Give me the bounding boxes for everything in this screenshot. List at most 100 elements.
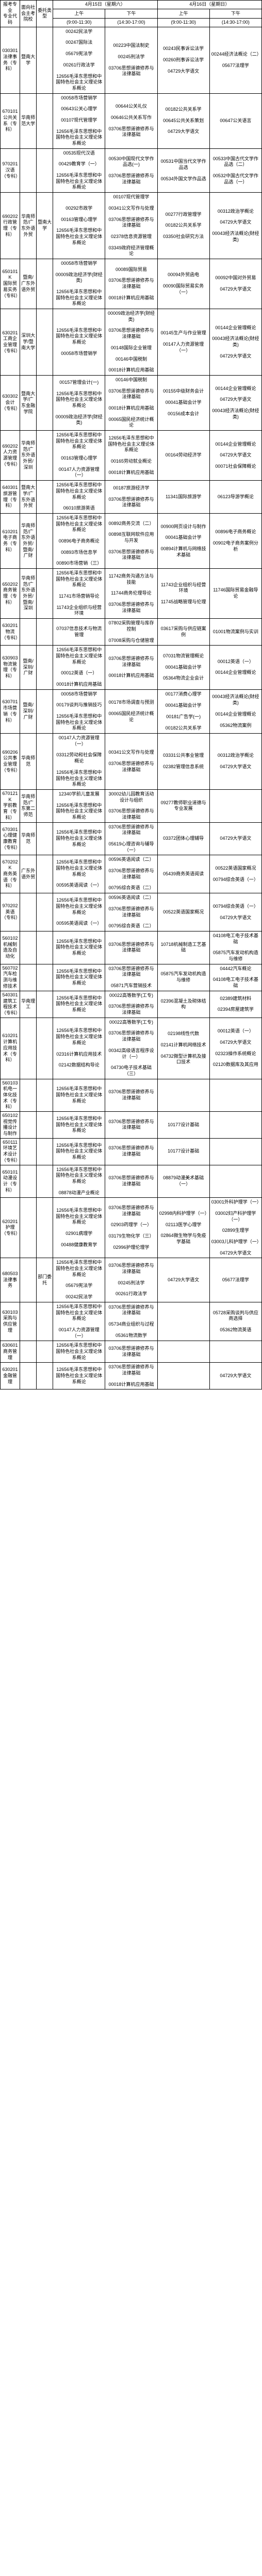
- course-item: 00147人力资源管理（一）: [159, 341, 208, 354]
- cell-course: 00155中级财务会计00041基础会计学00156成本会计: [157, 375, 209, 430]
- course-item: 10177设计基础: [159, 1122, 208, 1129]
- course-item: 11341国际旅游学: [159, 494, 208, 501]
- cell-course: [157, 1302, 209, 1341]
- cell-type: [37, 1112, 53, 1139]
- course-item: 00012英语（一）: [211, 1028, 260, 1035]
- course-item: 04729大学语文: [211, 353, 260, 360]
- course-item: 00245刑法学: [106, 54, 156, 61]
- course-item: 12656毛泽东思想和中国特色社会主义理论体系概论: [54, 769, 104, 788]
- course-item: 04730电子技术基础（三）: [106, 1064, 156, 1077]
- course-item: 00071社会保障概论: [211, 463, 260, 470]
- cell-course: 00900网页设计与制作00041基础会计学00894计算机与网络技术基础: [157, 513, 209, 568]
- course-item: 00595英语阅读（一）: [54, 882, 104, 889]
- course-item: 03706思想道德修养与法律基础: [106, 65, 156, 78]
- course-item: 02996护理伦理学: [106, 1244, 156, 1251]
- cell-major-code: 620201护理（专科）: [1, 1198, 20, 1258]
- cell-major-code: 030301法律事务（专科）: [1, 27, 20, 93]
- cell-course: 12656毛泽东思想和中国特色社会主义理论体系概论00595英语阅读（一）: [53, 893, 105, 931]
- course-item: 00292市政学: [54, 205, 104, 212]
- cell-course: 12656毛泽东思想和中国特色社会主义理论体系概论00896电子商务概论0089…: [53, 513, 105, 568]
- table-row: 630103采购与供应管理12656毛泽东思想和中国特色社会主义理论体系概论00…: [1, 1302, 262, 1341]
- course-item: 00018计算机应用基础: [106, 1381, 156, 1388]
- cell-course: 12656毛泽东思想和中国特色社会主义理论体系概论02316计算机应用技术021…: [53, 1018, 105, 1079]
- cell-course: 00178市场调查与预测00065国民经济统计概论: [105, 689, 157, 733]
- course-item: 00795综合英语（二）: [106, 923, 156, 930]
- course-item: 00043经济法概论(财经类): [211, 408, 260, 420]
- cell-type: [37, 569, 53, 619]
- course-item: 04732微型计算机及接口技术: [159, 1053, 208, 1066]
- cell-course: 04108电工电子技术基础05875汽车发动机构造与维修: [209, 931, 261, 964]
- course-item: 04108电工电子技术基础: [211, 933, 260, 945]
- course-item: 03372团体心理辅导: [159, 835, 208, 842]
- course-item: 03706思想道德修养与法律基础: [106, 1345, 156, 1358]
- cell-school: [20, 1112, 37, 1139]
- course-item: 00341公文写作与处理: [106, 205, 156, 212]
- cell-course: 05439商务英语阅读: [157, 855, 209, 893]
- course-item: 00018计算机应用基础: [106, 672, 156, 680]
- course-item: 03706思想道德修养与法律基础: [106, 906, 156, 919]
- course-item: 00018计算机应用基础: [54, 681, 104, 688]
- table-row: 650101K国际贸易实务（专科）暨南/广东外语外贸00058市场营销学0000…: [1, 259, 262, 309]
- table-row: 690206公共事业管理（专科）华南师范00147人力资源管理（一）03312劳…: [1, 734, 262, 790]
- course-item: 10718机械制造工艺基础: [159, 941, 208, 954]
- course-item: 00144企业管理概论: [211, 669, 260, 676]
- table-row: 650111环境艺术设计（专科）12656毛泽东思想和中国特色社会主义理论体系概…: [1, 1138, 262, 1165]
- cell-course: 05875汽车发动机构造与维修: [157, 964, 209, 991]
- course-item: 06123导游学概论: [211, 494, 260, 501]
- course-item: 00043经济法概论(财经类): [211, 693, 260, 706]
- cell-course: 00022高等数学(工专)03706思想道德修养与法律基础00342高级语言程序…: [105, 1018, 157, 1079]
- cell-course: 12656毛泽东思想和中国特色社会主义理论体系概论: [53, 822, 105, 855]
- course-item: 00058市场营销学: [54, 95, 104, 102]
- cell-school: [20, 893, 37, 931]
- course-item: 00043经济法概论(财经类): [211, 230, 260, 243]
- table-row: 650101动漫设计（专科）12656毛泽东思想和中国特色社会主义理论体系概论0…: [1, 1165, 262, 1198]
- cell-course: 12656毛泽东思想和中国特色社会主义理论体系概论08878动漫产业概论: [53, 1165, 105, 1198]
- course-item: 08879动漫美术基础（一）: [159, 1175, 208, 1188]
- course-item: 03706思想道德修养与法律基础: [106, 216, 156, 229]
- table-row: 610201计算机应用技术（专科）12656毛泽东思想和中国特色社会主义理论体系…: [1, 1018, 262, 1079]
- table-row: 670202K商务英语（专科）广东外语外贸12656毛泽东思想和中国特色社会主义…: [1, 855, 262, 893]
- cell-course: 10177设计基础: [157, 1112, 209, 1139]
- course-item: 00041基础会计学: [159, 664, 208, 671]
- course-item: 02198线性代数: [159, 1030, 208, 1038]
- cell-course: 00144企业管理概论04729大学语文00071社会保障概论: [209, 431, 261, 481]
- course-item: 05677法理学: [211, 1277, 260, 1284]
- cell-school: 华南师范/广东外语外贸/深圳: [20, 431, 37, 481]
- course-item: 02323操作系统概论: [211, 1050, 260, 1058]
- cell-course: 02998内科护理学（一）02113医学心理学02864微生物学与免疫学基础: [157, 1198, 209, 1258]
- cell-course: 04729大学语文: [157, 1258, 209, 1302]
- course-item: 00065国民经济统计概论: [106, 416, 156, 429]
- course-item: 03706思想道德修养与法律基础: [106, 1030, 156, 1043]
- course-item: 00900网页设计与制作: [159, 523, 208, 531]
- course-item: 12656毛泽东思想和中国特色社会主义理论体系概论: [54, 289, 104, 308]
- cell-course: 00522英语国家概况00794综合英语（一）: [209, 855, 261, 893]
- cell-course: 00277行政管理学00182公共关系学03350社会研究方法: [157, 193, 209, 259]
- course-item: 00182公共关系学: [159, 222, 208, 229]
- course-item: 00522英语国家概况: [159, 909, 208, 916]
- course-item: 00144企业管理概论: [211, 325, 260, 332]
- table-row: 630601商务管理12656毛泽东思想和中国特色社会主义理论体系概论03706…: [1, 1341, 262, 1363]
- course-item: 00144企业管理概论: [211, 441, 260, 448]
- cell-course: 00531中国当代文学作品选00534外国文学作品选: [157, 148, 209, 192]
- course-item: 00022高等数学(工专): [106, 1019, 156, 1026]
- cell-type: [37, 991, 53, 1018]
- cell-major-code: 680503法律事务: [1, 1258, 20, 1302]
- course-item: 00902电子商务案例分析: [211, 540, 260, 553]
- course-item: 12656毛泽东思想和中国特色社会主义理论体系概论: [54, 713, 104, 732]
- header-type: 委托类型: [37, 1, 53, 27]
- header-afternoon2: 下午: [209, 9, 261, 18]
- course-item: 03179生物化学（三）: [106, 1233, 156, 1240]
- course-item: 05361物流数学: [106, 1332, 156, 1340]
- course-item: 00018计算机应用基础: [106, 469, 156, 477]
- course-item: 04729大学语文: [211, 835, 260, 842]
- course-item: 00644公关礼仪: [106, 103, 156, 110]
- cell-course: 00223中国法制史00245刑法学03706思想道德修养与法律基础: [105, 27, 157, 93]
- cell-course: 03372团体心理辅导: [157, 822, 209, 855]
- table-row: 670301心理健康教育（专科）华南师范12656毛泽东思想和中国特色社会主义理…: [1, 822, 262, 855]
- cell-course: 02389建筑材料02394房屋建筑学: [209, 991, 261, 1018]
- cell-school: 深圳大学/暨南大学: [20, 309, 37, 376]
- course-item: 04108电工电子技术基础: [211, 976, 260, 989]
- course-item: 03706思想道德修养与法律基础: [106, 549, 156, 562]
- course-item: 03349政府经济管理概论: [106, 245, 156, 258]
- course-item: 12656毛泽东思想和中国特色社会主义理论体系概论: [54, 802, 104, 821]
